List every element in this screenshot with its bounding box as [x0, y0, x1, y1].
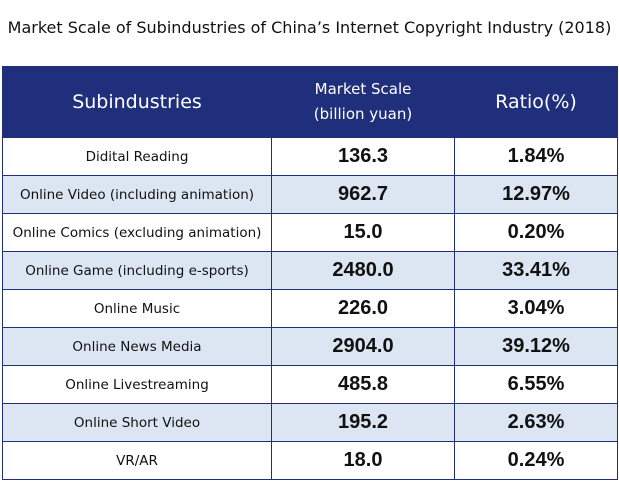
market-scale-cell: 15.0 [271, 213, 455, 252]
table-row: Online Livestreaming 485.8 6.55% [2, 365, 618, 404]
column-header-market-scale-line1: Market Scale [314, 80, 412, 98]
table-row: Online Short Video 195.2 2.63% [2, 403, 618, 442]
table-row: Didital Reading 136.3 1.84% [2, 137, 618, 176]
chart-title: Market Scale of Subindustries of China’s… [7, 18, 612, 37]
subindustry-cell: Didital Reading [2, 137, 272, 176]
table-row: Online Video (including animation) 962.7 1… [2, 175, 618, 214]
market-scale-cell: 485.8 [271, 365, 455, 404]
subindustry-cell: VR/AR [2, 441, 272, 480]
column-header-subindustries: Subindustries [2, 66, 272, 138]
subindustry-cell: Online Video (including animation) [2, 175, 272, 214]
market-scale-cell: 136.3 [271, 137, 455, 176]
table-row: Online News Media 2904.0 39.12% [2, 327, 618, 366]
table-row: Online Music 226.0 3.04% [2, 289, 618, 328]
subindustry-cell: Online Short Video [2, 403, 272, 442]
table-row: Online Comics (excluding animation) 15.0 0… [2, 213, 618, 252]
market-scale-cell: 962.7 [271, 175, 455, 214]
market-scale-cell: 226.0 [271, 289, 455, 328]
data-table: Subindustries Market Scale (billion yuan… [2, 66, 618, 480]
ratio-cell: 12.97% [454, 175, 618, 214]
subindustry-cell: Online Music [2, 289, 272, 328]
subindustry-cell: Online Comics (excluding animation) [2, 213, 272, 252]
subindustry-cell: Online News Media [2, 327, 272, 366]
market-scale-cell: 195.2 [271, 403, 455, 442]
ratio-cell: 3.04% [454, 289, 618, 328]
table-row: VR/AR 18.0 0.24% [2, 441, 618, 480]
table-row: Online Game (including e-sports) 2480.0 33… [2, 251, 618, 290]
header-row: Subindustries Market Scale (billion yuan… [2, 66, 618, 138]
column-header-market-scale-unit: (billion yuan) [313, 105, 413, 123]
column-header-market-scale: Market Scale (billion yuan) [271, 66, 455, 138]
market-scale-cell: 2904.0 [271, 327, 455, 366]
market-scale-cell: 18.0 [271, 441, 455, 480]
market-scale-cell: 2480.0 [271, 251, 455, 290]
ratio-cell: 6.55% [454, 365, 618, 404]
ratio-cell: 39.12% [454, 327, 618, 366]
subindustry-cell: Online Game (including e-sports) [2, 251, 272, 290]
column-header-ratio: Ratio(%) [454, 66, 618, 138]
ratio-cell: 33.41% [454, 251, 618, 290]
ratio-cell: 0.20% [454, 213, 618, 252]
subindustry-cell: Online Livestreaming [2, 365, 272, 404]
ratio-cell: 2.63% [454, 403, 618, 442]
table-body: Didital Reading 136.3 1.84% Online Video (i… [2, 137, 618, 480]
ratio-cell: 0.24% [454, 441, 618, 480]
ratio-cell: 1.84% [454, 137, 618, 176]
